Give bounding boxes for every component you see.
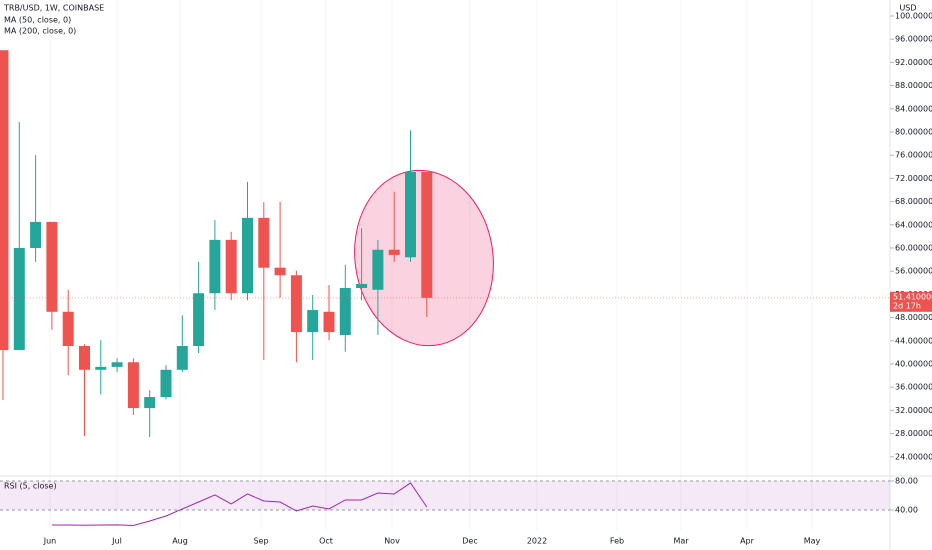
last-price-tag [890, 291, 932, 312]
candle-body [388, 249, 400, 255]
x-tick-label: Aug [172, 537, 188, 546]
y-tick-label: 56.00000000 [895, 267, 932, 276]
y-tick-label: 84.00000000 [895, 104, 932, 113]
candle-body [30, 221, 42, 248]
y-tick-label: 28.00000000 [895, 429, 932, 438]
candle-body [127, 362, 139, 409]
candle-body [193, 293, 205, 347]
candle-body [111, 362, 123, 367]
y-tick-label: 44.00000000 [895, 336, 932, 345]
rsi-line [51, 482, 428, 527]
x-tick-label: Oct [319, 537, 333, 546]
rsi-band [0, 480, 890, 510]
x-tick-label: Sep [253, 537, 268, 546]
rsi-title: RSI (5, close) [4, 482, 57, 491]
indicator-label: MA (200, close, 0) [4, 27, 76, 36]
y-tick-label: 96.00000000 [895, 35, 932, 44]
currency-label: USD [899, 4, 916, 13]
y-tick-label: 72.00000000 [895, 174, 932, 183]
y-tick-label: 64.00000000 [895, 220, 932, 229]
candle-body [160, 369, 172, 398]
x-tick-label: Apr [740, 537, 755, 546]
candle-body [176, 346, 188, 370]
candle-body [144, 397, 156, 409]
candle-body [258, 217, 270, 268]
x-tick-label: Dec [462, 537, 477, 546]
candle-body [372, 249, 384, 290]
y-tick-label: 80.00 [895, 476, 918, 485]
candle-body [95, 366, 107, 370]
candle-body [274, 267, 286, 276]
indicator-label: MA (50, close, 0) [4, 16, 71, 25]
candle-body [290, 275, 302, 333]
y-tick-label: 100.00000000 [895, 12, 932, 21]
candle-body [225, 239, 237, 294]
last-price-label: 51.41000000 [893, 292, 932, 301]
candle-body [307, 310, 319, 333]
x-tick-label: Feb [610, 537, 624, 546]
x-tick-label: Jun [43, 537, 57, 546]
countdown-label: 2d 17h [893, 301, 921, 310]
y-tick-label: 76.00000000 [895, 151, 932, 160]
candle-body [0, 50, 9, 351]
y-tick-label: 48.00000000 [895, 313, 932, 322]
y-tick-label: 92.00000000 [895, 58, 932, 67]
y-tick-label: 80.00000000 [895, 128, 932, 137]
y-tick-label: 32.00000000 [895, 406, 932, 415]
y-tick-label: 36.00000000 [895, 383, 932, 392]
x-tick-label: 2022 [527, 537, 547, 546]
candle-body [323, 311, 335, 333]
candle-body [356, 283, 368, 289]
candle-body [46, 221, 58, 312]
candle-body [421, 172, 433, 298]
y-tick-label: 68.00000000 [895, 197, 932, 206]
y-tick-label: 60.00000000 [895, 243, 932, 252]
candle-body [62, 311, 74, 347]
candle-body [405, 172, 416, 258]
chart-title: TRB/USD, 1W, COINBASE [3, 4, 104, 13]
y-tick-label: 40.00 [895, 505, 918, 514]
x-tick-label: Nov [384, 537, 400, 546]
y-tick-label: 88.00000000 [895, 81, 932, 90]
candle-body [79, 346, 90, 370]
candle-body [13, 247, 25, 351]
y-tick-label: 40.00000000 [895, 359, 932, 368]
x-tick-label: Mar [673, 537, 689, 546]
candle-body [242, 217, 253, 294]
x-tick-label: Jul [111, 537, 122, 546]
candle-body [339, 288, 351, 335]
x-tick-label: May [804, 537, 821, 546]
y-tick-label: 24.00000000 [895, 452, 932, 461]
candle-body [209, 239, 221, 294]
